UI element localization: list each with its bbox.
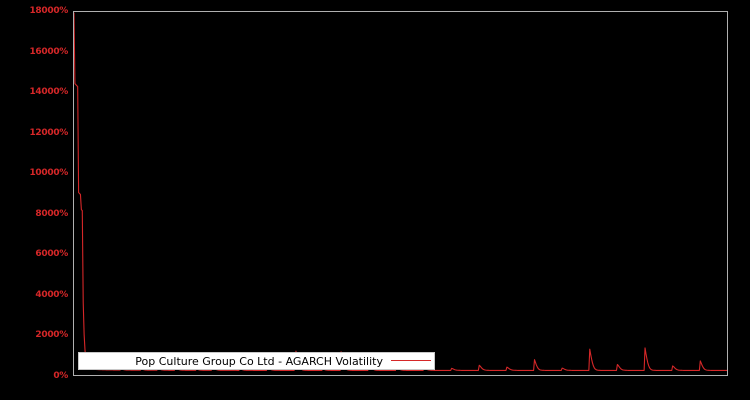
legend-line-swatch bbox=[391, 356, 431, 366]
y-axis-tick-label: 14000% bbox=[29, 87, 68, 98]
legend-label: Pop Culture Group Co Ltd - AGARCH Volati… bbox=[135, 354, 383, 368]
plot-area bbox=[73, 11, 728, 376]
y-axis-tick-label: 4000% bbox=[35, 289, 68, 300]
y-axis-tick-label: 6000% bbox=[35, 249, 68, 260]
series-line-agarch-volatility bbox=[74, 12, 727, 371]
y-axis-tick-label: 8000% bbox=[35, 208, 68, 219]
y-axis-tick-label: 18000% bbox=[29, 6, 68, 16]
y-axis-tick-label: 16000% bbox=[29, 46, 68, 57]
y-axis-tick-label: 2000% bbox=[35, 330, 68, 341]
y-axis-tick-label: 12000% bbox=[29, 127, 68, 138]
chart-legend: Pop Culture Group Co Ltd - AGARCH Volati… bbox=[78, 352, 435, 370]
y-axis-tick-label: 0% bbox=[53, 371, 68, 381]
y-axis-tick-label: 10000% bbox=[29, 168, 68, 179]
